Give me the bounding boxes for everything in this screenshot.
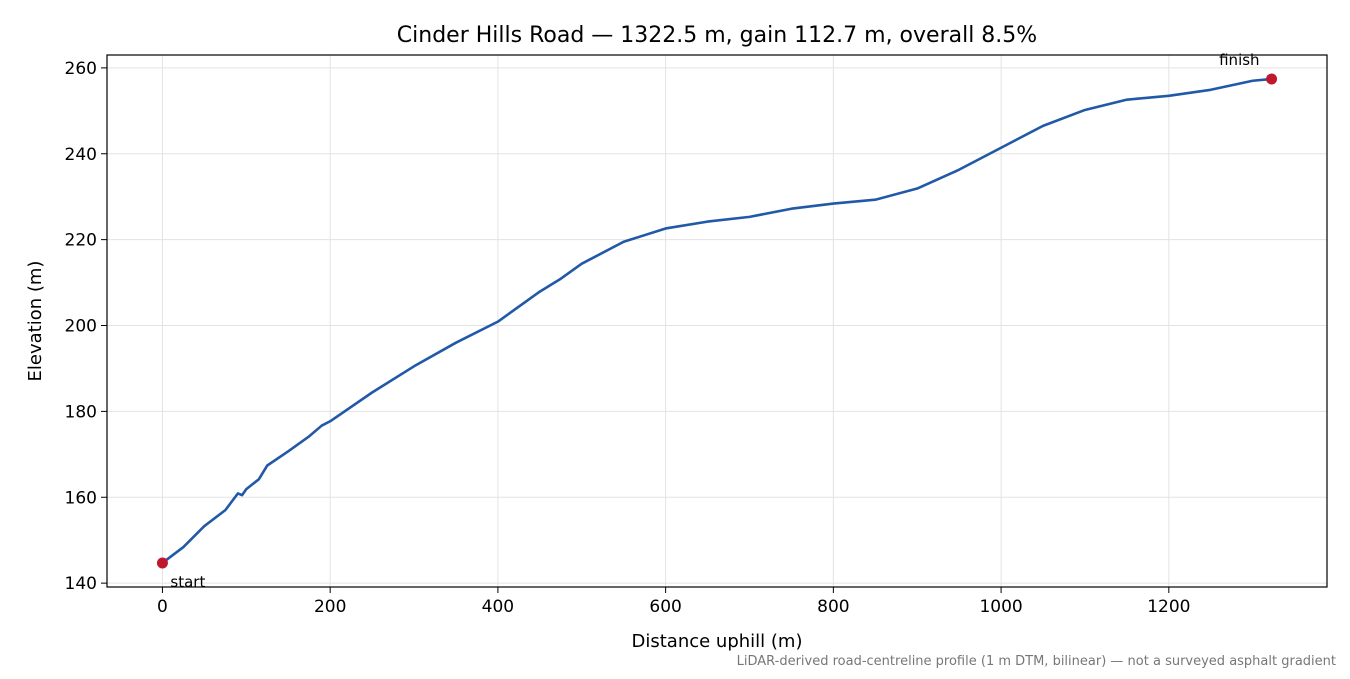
x-tick-label: 0 (157, 597, 168, 617)
y-tick-label: 180 (65, 402, 97, 422)
chart-title: Cinder Hills Road — 1322.5 m, gain 112.7… (397, 23, 1037, 48)
marker-label: finish (1219, 51, 1259, 69)
y-tick-label: 240 (65, 145, 97, 165)
y-tick-label: 260 (65, 59, 97, 79)
footnote: LiDAR-derived road-centreline profile (1… (737, 654, 1336, 669)
elevation-line (161, 77, 1272, 564)
y-tick-label: 220 (65, 231, 97, 251)
marker-label: start (170, 573, 205, 591)
plot-frame (106, 54, 1328, 588)
x-tick-label: 1200 (1147, 597, 1190, 617)
y-tick-label: 160 (65, 488, 97, 508)
endpoint-marker (1266, 73, 1278, 85)
x-tick-label: 600 (649, 597, 681, 617)
x-tick-label: 400 (482, 597, 514, 617)
x-tick-label: 200 (314, 597, 346, 617)
endpoint-marker (156, 557, 168, 569)
x-axis-label: Distance uphill (m) (632, 631, 803, 652)
y-tick-label: 200 (65, 317, 97, 337)
x-tick-label: 1000 (979, 597, 1022, 617)
x-tick-label: 800 (817, 597, 849, 617)
y-axis-label: Elevation (m) (25, 261, 46, 382)
y-tick-label: 140 (65, 574, 97, 594)
